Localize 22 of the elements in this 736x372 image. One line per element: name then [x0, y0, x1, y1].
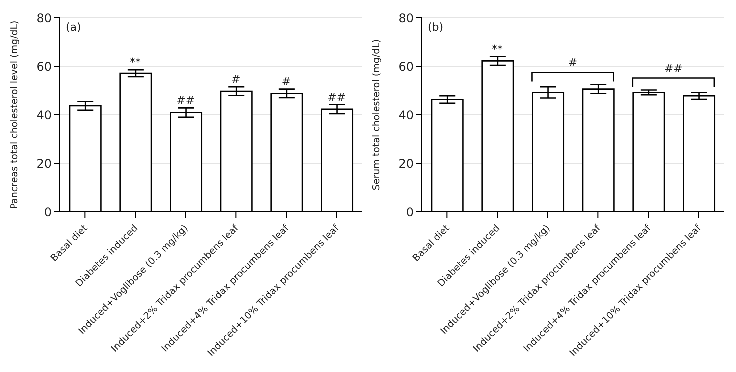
annotation: (a): [66, 21, 82, 34]
annotation: #: [568, 56, 578, 70]
y-tick-label: 40: [36, 108, 52, 122]
annotation: ##: [176, 94, 196, 108]
annotation: **: [492, 42, 504, 56]
y-tick-label: 60: [36, 60, 52, 74]
y-axis-title: Serum total cholesterol (mg/dL): [371, 39, 382, 191]
y-tick-label: 0: [406, 205, 414, 220]
annotation: (b): [428, 21, 444, 34]
y-tick-label: 0: [44, 205, 52, 220]
annotation: ##: [664, 62, 683, 76]
y-tick-label: 20: [398, 156, 414, 171]
y-tick-label: 60: [398, 60, 414, 74]
annotation: #: [232, 73, 241, 86]
annotation: ##: [328, 90, 346, 104]
annotation: #: [282, 75, 292, 88]
y-tick-label: 40: [398, 108, 414, 122]
y-tick-label: 80: [398, 11, 414, 26]
y-tick-label: 20: [36, 156, 52, 171]
annotation: **: [130, 56, 142, 70]
y-tick-label: 80: [36, 11, 52, 26]
y-axis-title: Pancreas total cholesterol level (mg/dL): [9, 20, 20, 210]
